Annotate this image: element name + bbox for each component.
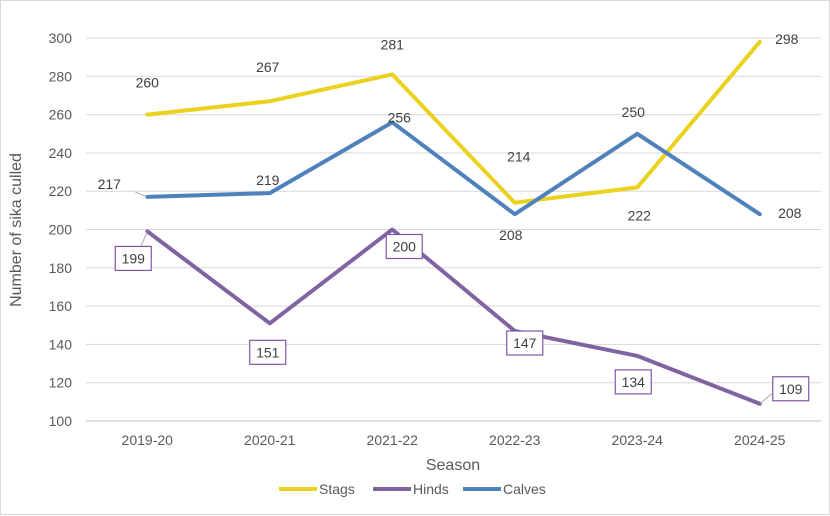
- y-tick-label: 240: [49, 145, 73, 161]
- data-label: 109: [779, 381, 803, 397]
- data-label-box: [506, 330, 544, 356]
- label-leader-lines: [135, 191, 773, 405]
- series-lines: [145, 39, 762, 406]
- data-label: 200: [393, 239, 417, 255]
- legend-label: Calves: [503, 481, 546, 497]
- data-label: 217: [98, 176, 122, 192]
- data-label: 281: [381, 36, 405, 52]
- y-tick-label: 300: [49, 30, 73, 46]
- leader-line: [140, 231, 148, 246]
- x-tick-label: 2021-22: [367, 432, 419, 448]
- x-axis-ticks: 2019-20 2020-21 2021-22 2022-23 2023-24 2024-…: [122, 432, 786, 448]
- data-label-box: [772, 376, 810, 402]
- legend-label: Stags: [319, 481, 355, 497]
- data-label: 147: [513, 335, 537, 351]
- y-tick-label: 140: [49, 336, 73, 352]
- data-label: 199: [122, 250, 146, 266]
- x-tick-label: 2022-23: [489, 432, 541, 448]
- x-tick-label: 2023-24: [612, 432, 664, 448]
- series-line-hinds: [145, 227, 762, 406]
- data-label-box: [614, 369, 652, 395]
- y-tick-label: 180: [49, 260, 73, 276]
- y-tick-label: 280: [49, 68, 73, 84]
- data-label: 151: [256, 344, 280, 360]
- gridlines: [86, 37, 821, 384]
- leader-line: [135, 191, 148, 198]
- x-tick-label: 2024-25: [734, 432, 786, 448]
- y-tick-label: 160: [49, 298, 73, 314]
- data-label: 222: [628, 207, 652, 223]
- data-label: 250: [622, 104, 646, 120]
- data-label-box: [249, 339, 287, 365]
- y-tick-label: 220: [49, 183, 73, 199]
- y-axis-ticks: 100 120 140 160 180 200 220 240 260 280 300: [49, 30, 73, 429]
- data-label: 260: [136, 75, 160, 91]
- leader-line: [759, 393, 773, 405]
- series-line-calves: [145, 120, 762, 217]
- data-label: 134: [622, 374, 646, 390]
- data-label: 208: [499, 227, 523, 243]
- y-tick-label: 120: [49, 375, 73, 391]
- series-line-stags: [145, 39, 762, 205]
- legend-label: Hinds: [413, 481, 449, 497]
- data-label: 256: [388, 109, 412, 125]
- data-label: 208: [778, 205, 802, 221]
- x-tick-label: 2019-20: [122, 432, 174, 448]
- x-axis-title: Season: [426, 457, 480, 474]
- y-tick-label: 100: [49, 413, 73, 429]
- data-label-box: [114, 245, 152, 272]
- x-tick-label: 2020-21: [244, 432, 296, 448]
- y-tick-label: 260: [49, 107, 73, 123]
- data-label: 298: [775, 31, 799, 47]
- data-label: 219: [256, 172, 280, 188]
- data-labels: 260 267 281 214 222 298 199 151 200 147 134 109 217 2…: [98, 31, 810, 402]
- legend: Stags Hinds Calves: [279, 481, 546, 497]
- data-label: 267: [256, 59, 280, 75]
- data-label: 214: [507, 149, 531, 165]
- y-tick-label: 200: [49, 222, 73, 238]
- y-axis-title: Number of sika culled: [8, 153, 25, 307]
- data-label-box: [385, 233, 423, 260]
